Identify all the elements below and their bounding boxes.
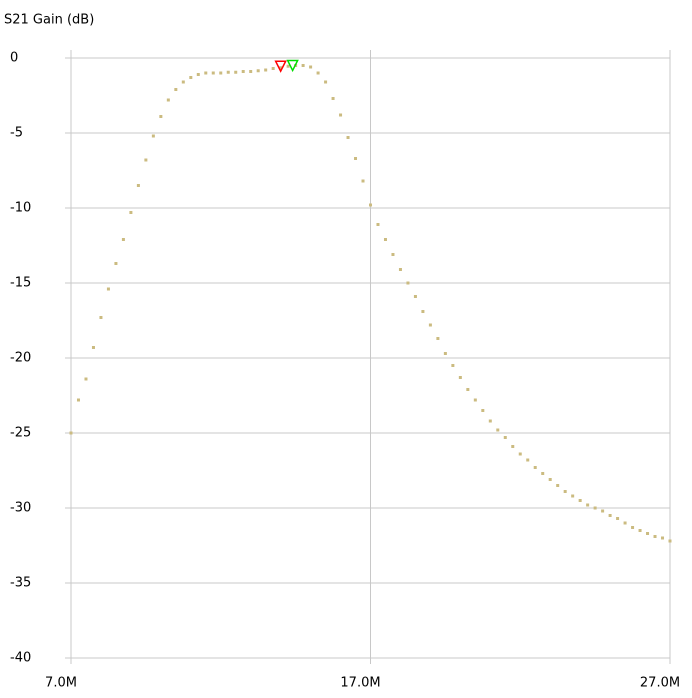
data-point [436, 337, 440, 340]
data-point [398, 268, 402, 271]
data-point [354, 157, 358, 160]
data-point [189, 76, 193, 79]
data-point [638, 529, 642, 532]
data-point [608, 514, 612, 517]
x-tick-label: 7.0M [45, 676, 77, 691]
y-tick-label: -5 [10, 126, 23, 141]
data-point [369, 203, 372, 207]
y-tick-label: -20 [10, 351, 31, 366]
data-point [586, 503, 590, 507]
data-point [541, 472, 545, 475]
data-point [196, 73, 200, 76]
data-point [668, 539, 672, 543]
data-point [99, 316, 103, 319]
y-tick-label: -30 [10, 501, 31, 516]
data-point [159, 115, 163, 118]
data-point [129, 211, 133, 214]
data-point [241, 70, 245, 73]
data-point [646, 532, 650, 535]
data-point [518, 452, 522, 456]
data-point [174, 88, 178, 91]
data-point [256, 69, 260, 73]
data-point [324, 80, 328, 84]
data-point [226, 70, 230, 74]
data-point [271, 67, 275, 70]
data-point [181, 80, 185, 84]
data-point [376, 223, 380, 226]
data-point [511, 445, 515, 448]
data-point [69, 431, 73, 435]
data-point [316, 71, 320, 75]
data-point [548, 478, 552, 481]
data-point [309, 65, 313, 69]
data-point [653, 535, 657, 538]
data-point [391, 253, 395, 256]
x-tick-label: 27.0M [640, 676, 680, 691]
data-point [466, 388, 470, 391]
y-tick-label: -15 [10, 276, 31, 291]
data-point [593, 506, 597, 510]
data-point [204, 71, 208, 75]
data-point [264, 68, 268, 72]
y-tick-label: -40 [10, 651, 31, 666]
data-point [361, 179, 365, 183]
data-point [151, 134, 155, 138]
x-tick-label: 17.0M [340, 676, 380, 691]
data-point [346, 136, 350, 139]
data-point [136, 184, 140, 187]
data-point [458, 376, 462, 379]
data-point [533, 466, 537, 469]
data-point [406, 281, 410, 285]
y-tick-label: 0 [10, 51, 18, 66]
y-tick-label: -10 [10, 201, 31, 216]
data-point [91, 346, 95, 349]
marker [286, 59, 299, 73]
data-point [301, 64, 305, 67]
data-point [106, 287, 110, 291]
data-point [443, 352, 447, 355]
chart-title: S21 Gain (dB) [4, 13, 94, 28]
y-tick-label: -35 [10, 576, 31, 591]
data-point [616, 517, 620, 520]
data-point [84, 377, 88, 381]
data-point [383, 238, 387, 241]
marker [274, 60, 287, 73]
data-point [121, 238, 125, 241]
data-point [578, 499, 582, 502]
data-point [631, 526, 635, 529]
data-point [526, 458, 530, 462]
data-point [219, 71, 223, 75]
data-point [279, 66, 283, 70]
data-point [166, 98, 170, 102]
data-point [234, 70, 238, 74]
data-point [623, 521, 627, 525]
y-tick-label: -25 [10, 426, 31, 441]
data-point [571, 494, 575, 498]
data-point [413, 295, 417, 298]
data-point [556, 484, 560, 487]
data-point [488, 419, 492, 423]
data-point [661, 536, 665, 540]
data-point [473, 398, 477, 402]
data-point [144, 158, 148, 162]
data-point [496, 428, 500, 432]
data-point [451, 364, 455, 367]
data-point [339, 113, 343, 117]
data-point [211, 71, 215, 75]
data-point [481, 409, 485, 412]
data-point [428, 323, 432, 327]
data-point [114, 262, 118, 265]
data-point [76, 398, 80, 402]
data-point [503, 436, 507, 439]
data-point [331, 97, 335, 100]
data-point [601, 509, 605, 513]
data-point [421, 310, 425, 313]
data-point [563, 490, 567, 493]
data-point [286, 64, 290, 68]
data-point [249, 70, 253, 73]
